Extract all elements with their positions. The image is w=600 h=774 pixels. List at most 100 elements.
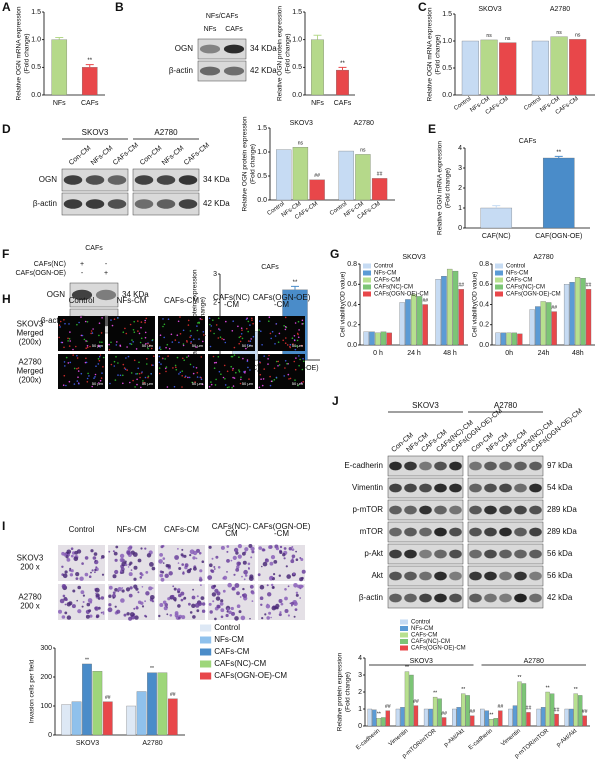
blot-band <box>469 571 482 581</box>
y-tick-label: 0.0 <box>292 92 302 99</box>
cell <box>177 562 180 564</box>
cell <box>198 322 201 324</box>
blot-band <box>434 483 447 493</box>
cell <box>91 569 94 572</box>
cell <box>139 341 142 344</box>
cell <box>162 557 166 560</box>
cell <box>168 571 173 576</box>
bar <box>517 333 523 346</box>
category-label: CAF(OGN-OE) <box>535 233 582 240</box>
scale-label: 50 μm <box>292 343 304 348</box>
cell <box>121 561 126 567</box>
cell <box>258 546 263 550</box>
blot-band <box>419 549 432 559</box>
y-tick-label: 0.8 <box>479 261 489 268</box>
cell <box>189 363 192 366</box>
cell <box>95 592 97 595</box>
cell <box>210 325 213 327</box>
bar <box>435 279 441 346</box>
bar <box>410 294 417 346</box>
blot-band <box>199 66 221 76</box>
column-label: CAFs-CM <box>164 525 199 534</box>
cell <box>168 347 171 350</box>
cell <box>179 333 182 335</box>
bar <box>569 282 575 346</box>
significance: ** <box>87 58 92 64</box>
cell <box>95 566 98 569</box>
micrograph <box>58 354 105 389</box>
bar <box>563 284 570 346</box>
cell <box>66 558 71 562</box>
legend-label: Control <box>214 623 240 632</box>
cell <box>182 572 185 575</box>
cell <box>90 549 94 553</box>
cell <box>133 331 136 334</box>
cell <box>65 598 68 601</box>
cell <box>266 584 269 587</box>
cell <box>243 371 245 373</box>
cell <box>288 378 290 380</box>
cell <box>170 333 173 336</box>
cell <box>166 613 169 616</box>
cell <box>233 346 236 349</box>
error-bar <box>338 66 347 71</box>
legend-label: NFs-CM <box>411 626 433 632</box>
blot-band <box>389 549 402 559</box>
cell <box>232 376 234 379</box>
blot-band <box>71 289 93 301</box>
cell <box>268 545 272 549</box>
scale-label: 50 μm <box>142 381 154 386</box>
cell <box>279 611 282 614</box>
cell <box>80 316 82 318</box>
cell <box>115 344 118 346</box>
blot-band <box>499 593 512 603</box>
cell <box>70 554 74 558</box>
cell <box>239 596 242 598</box>
blot-band <box>63 199 83 209</box>
cell <box>146 363 148 365</box>
cell <box>277 360 280 363</box>
cell <box>247 366 249 369</box>
y-tick-label: 0.6 <box>347 281 357 288</box>
cell <box>293 360 296 363</box>
bar <box>549 693 555 727</box>
cell <box>145 591 150 596</box>
bar <box>495 332 501 346</box>
bar <box>386 332 392 346</box>
cell <box>158 361 161 364</box>
cell <box>137 558 142 563</box>
cell <box>76 367 78 370</box>
cell <box>100 557 103 560</box>
cell <box>151 587 154 589</box>
cell <box>231 330 234 332</box>
cell <box>59 320 62 323</box>
blot-row-label: β-actin <box>41 316 65 325</box>
legend-swatch <box>495 284 503 290</box>
cell <box>174 599 177 602</box>
bar <box>569 708 574 727</box>
cell <box>181 386 183 388</box>
cell <box>293 335 296 337</box>
cell <box>291 337 294 340</box>
bar <box>405 299 411 346</box>
cell <box>201 609 206 613</box>
cell <box>130 343 133 346</box>
column-label: -CM <box>274 300 289 309</box>
blot-row-label: β-actin <box>359 593 383 602</box>
cell <box>76 380 79 382</box>
blot-row-label: p-mTOR <box>352 505 383 514</box>
cell <box>191 595 196 600</box>
legend-label: CAFs(NC)-CM <box>214 659 266 668</box>
cell <box>96 614 98 617</box>
y-tick-label: 1 <box>358 706 362 713</box>
blot-band <box>85 175 105 185</box>
significance: ## <box>105 695 111 701</box>
bar <box>536 708 541 727</box>
cell <box>283 557 286 560</box>
cell <box>189 336 191 339</box>
cell <box>158 367 161 369</box>
cell <box>108 349 111 351</box>
cell <box>66 615 72 620</box>
y-tick-label: 3 <box>458 165 462 172</box>
cell <box>133 565 138 570</box>
